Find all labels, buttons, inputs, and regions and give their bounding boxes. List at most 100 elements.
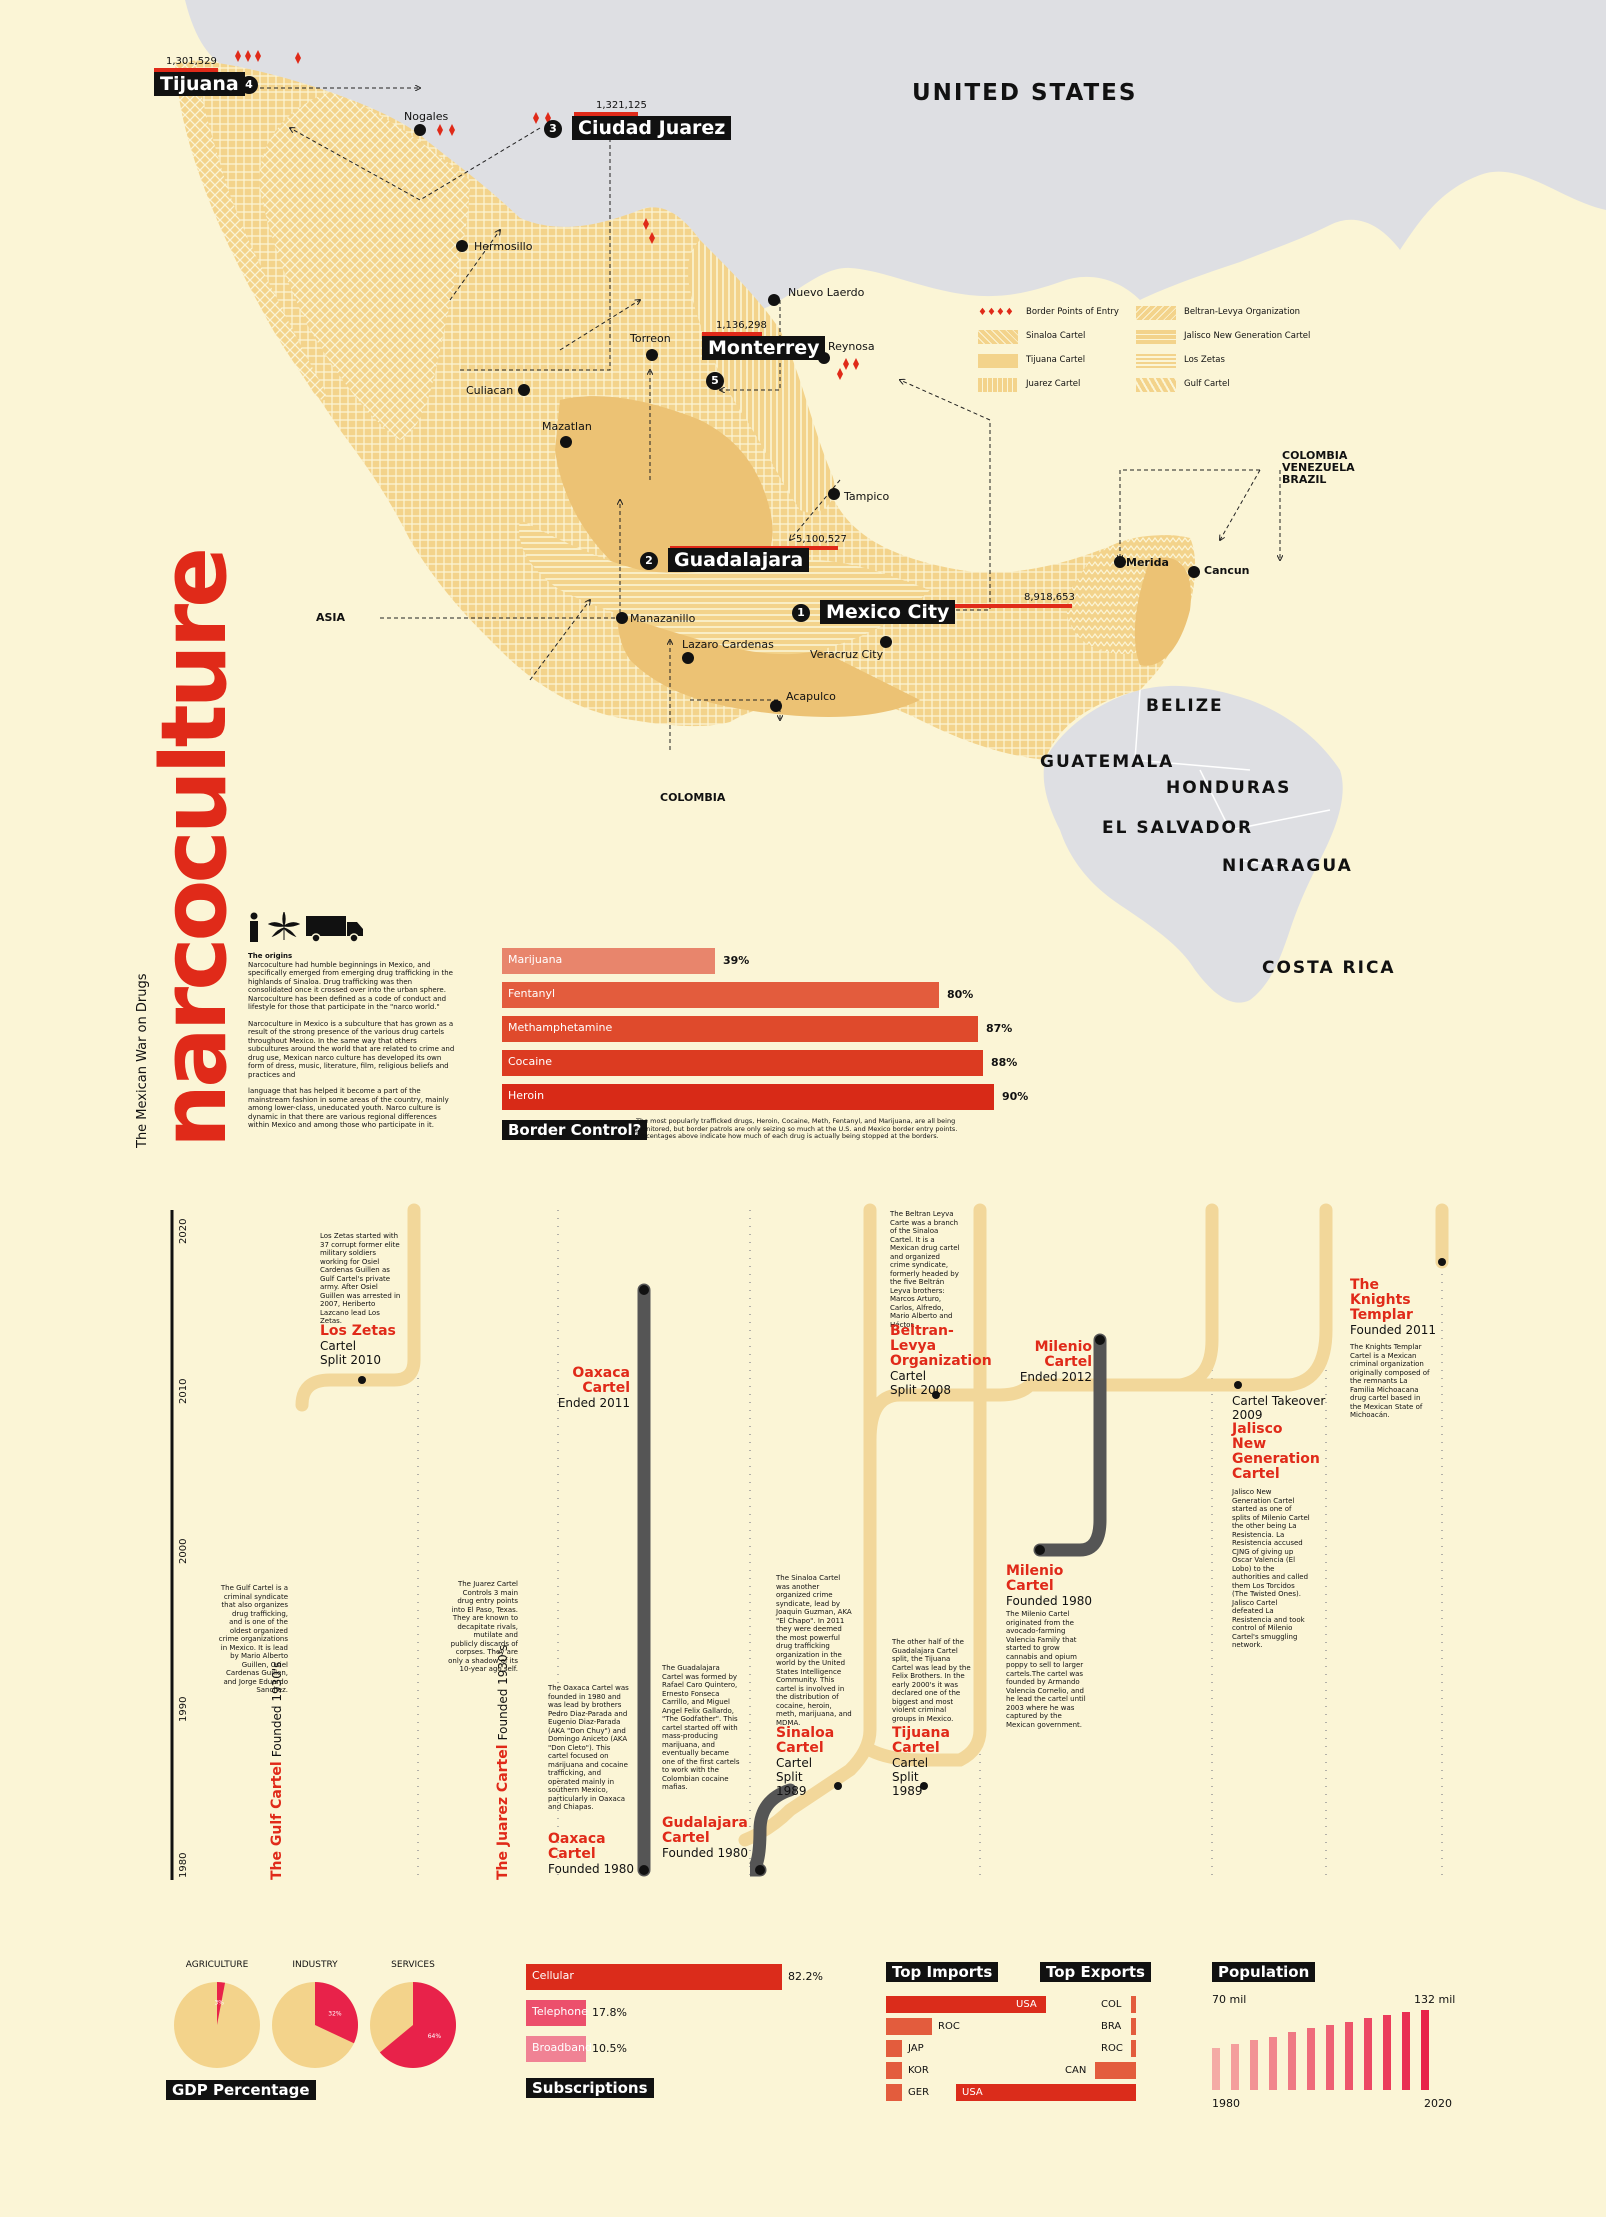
zetas-pattern-icon (1136, 354, 1176, 368)
gulf-cartel-label: The Gulf Cartel Founded 1930's (269, 1661, 286, 1880)
gdp-heading: GDP Percentage (166, 2080, 316, 2100)
jalisco-label: Cartel Takeover 2009 Jalisco New Generat… (1232, 1394, 1332, 1650)
legend-label: Tijuana Cartel (1026, 355, 1086, 365)
legend-label: Los Zetas (1184, 355, 1225, 365)
population-start-year: 1980 (1212, 2097, 1240, 2110)
icons-row (248, 910, 366, 944)
import-label: KOR (908, 2065, 929, 2076)
origins-heading: The origins (248, 952, 293, 960)
milenio-desc: The Milenio Cartel originated from the a… (1006, 1610, 1086, 1729)
juarez-label: The Juarez Cartel Founded 1930's (495, 1644, 512, 1880)
export-bar (1131, 2040, 1136, 2057)
population-bar (1269, 2037, 1277, 2090)
person-icon (250, 912, 258, 942)
population-bar (1421, 2010, 1429, 2090)
tijuana-name: Tijuana Cartel (892, 1725, 950, 1756)
legend-label: Border Points of Entry (1026, 307, 1119, 317)
population-bar (1288, 2032, 1296, 2090)
country-guatemala: GUATEMALA (1040, 752, 1175, 772)
gdp-pie-value: 3% (214, 1999, 224, 2006)
marijuana-leaf-icon (268, 912, 300, 940)
border-points-icon: ♦♦♦♦ (978, 307, 1014, 318)
year-2020: 2020 (178, 1218, 189, 1244)
population-guadalajara: 5,100,527 (796, 534, 847, 545)
city-dots (414, 124, 1200, 712)
legend-label: Beltran-Levya Organization (1184, 307, 1301, 317)
truck-icon (306, 916, 363, 942)
subscriptions-section: Cellular 82.2% Telephone 17.8% Broadband 10.5… (526, 1964, 826, 2114)
oaxaca-founded-name: Oaxaca Cartel (548, 1831, 606, 1862)
population-bar (1345, 2022, 1353, 2090)
export-label: BRA (1101, 2021, 1122, 2032)
guadalajara-name: Gudalajara Cartel (662, 1815, 748, 1846)
population-bar (1383, 2015, 1391, 2090)
city-tampico: Tampico (844, 490, 890, 503)
border-control-value: 80% (947, 988, 974, 1001)
gdp-pie-value: 32% (328, 2010, 342, 2017)
subscription-value: 10.5% (592, 2042, 627, 2055)
subscription-value: 82.2% (788, 1970, 823, 1983)
sinaloa-region (259, 92, 470, 440)
gdp-section: AGRICULTURE 3% INDUSTRY 32% SERVICES 64% GDP … (162, 1960, 462, 2110)
import-bar (886, 2084, 902, 2101)
beltran-pattern-icon (1136, 306, 1176, 320)
population-ciudad-juarez: 1,321,125 (596, 100, 647, 111)
gulf-cartel-sub: Founded 1930's (270, 1661, 284, 1758)
gulf-region (688, 240, 835, 513)
oaxaca-founded-sub: Founded 1980 (548, 1862, 634, 1876)
origin-colombia-south: COLOMBIA (660, 791, 726, 804)
knights-desc: The Knights Templar Cartel is a Mexican … (1350, 1343, 1430, 1419)
city-ciudad-juarez: Ciudad Juarez (572, 116, 732, 140)
juarez-sub: Founded 1930's (496, 1644, 510, 1741)
gdp-pie-label: SERVICES (391, 1960, 435, 1970)
jalisco-pattern-icon (1136, 330, 1176, 344)
tijuana-desc: The other half of the Guadalajara Cartel… (892, 1638, 971, 1723)
gdp-pie-value: 64% (428, 2033, 442, 2040)
population-heading: Population (1212, 1962, 1316, 1982)
population-bar (1402, 2012, 1410, 2090)
subscription-bar: Cellular (526, 1964, 782, 1990)
city-monterrey: Monterrey (702, 336, 826, 360)
population-bar (574, 112, 638, 116)
border-control-bar: Fentanyl (502, 982, 939, 1008)
rank-badge: 2 (640, 552, 658, 570)
sinaloa-desc: The Sinaloa Cartel was another organized… (776, 1574, 852, 1727)
rank-badge: 1 (792, 604, 810, 622)
city-cancun: Cancun (1204, 564, 1250, 577)
rank-badge: 4 (240, 76, 258, 94)
zetas-sub: Cartel Split 2010 (320, 1339, 381, 1367)
year-2010: 2010 (178, 1378, 189, 1404)
central-america-landmass (1043, 685, 1343, 1003)
rank-badge: 5 (706, 372, 724, 390)
export-bar (956, 2084, 1136, 2101)
year-2000: 2000 (178, 1538, 189, 1564)
baja-california (175, 62, 326, 401)
timeline-graph (170, 1203, 1449, 1880)
city-merida: Merida (1126, 556, 1169, 569)
export-bar (1095, 2062, 1136, 2079)
city-nogales: Nogales (404, 110, 449, 123)
tijuana-pattern-icon (978, 354, 1018, 368)
country-honduras: HONDURAS (1166, 778, 1292, 798)
juarez-name: The Juarez Cartel (495, 1744, 511, 1880)
country-nicaragua: NICARAGUA (1222, 856, 1353, 876)
gdp-pie: 3% (174, 1982, 260, 2068)
population-bar (1326, 2025, 1334, 2090)
import-label: ROC (938, 2021, 960, 2032)
city-tijuana: Tijuana (154, 72, 245, 96)
border-control-heading: Border Control? (502, 1120, 648, 1140)
population-end-year: 2020 (1424, 2097, 1452, 2110)
city-reynosa: Reynosa (828, 340, 875, 353)
population-mexico-city: 8,918,653 (1024, 592, 1075, 603)
subscription-bar: Broadband (526, 2036, 592, 2062)
city-nuevo-laredo: Nuevo Laerdo (788, 286, 865, 299)
zetas-label: Los Zetas Cartel Split 2010 (320, 1324, 420, 1368)
page-title: narcoculture (142, 550, 247, 1148)
population-bar (702, 332, 762, 336)
population-section: Population 70 mil 132 mil 1980 2020 (1208, 1962, 1458, 2112)
gdp-pie-slice (217, 1982, 226, 2025)
gulf-cartel-name: The Gulf Cartel (269, 1761, 285, 1880)
origin-brazil: BRAZIL (1282, 473, 1327, 486)
origins-text: The origins Narcoculture had humble begi… (248, 952, 458, 1130)
origin-colombia-venezuela-brazil: COLOMBIA VENEZUELA BRAZIL (1282, 450, 1355, 486)
